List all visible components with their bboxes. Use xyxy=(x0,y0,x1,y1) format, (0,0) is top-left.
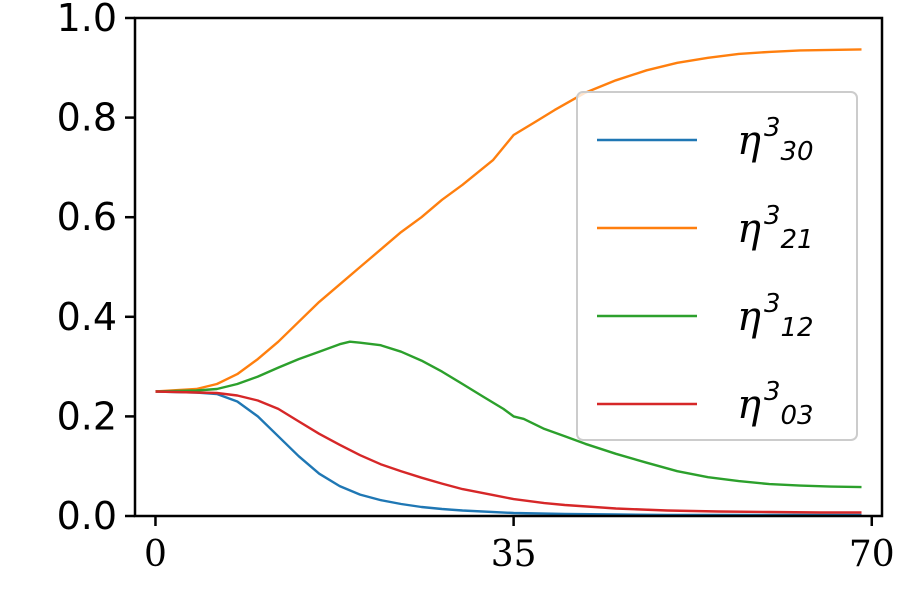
legend-entry-03: η 303 xyxy=(597,377,814,431)
legend: η 330 η 321 η 312 η 303 xyxy=(576,91,858,441)
legend-label: η 321 xyxy=(737,201,814,255)
legend-entry-21: η 321 xyxy=(597,201,814,255)
y-tick-label: 1.0 xyxy=(57,0,117,40)
series-line-12 xyxy=(155,340,862,489)
legend-box xyxy=(576,91,858,441)
series-line-03 xyxy=(155,390,862,514)
y-tick-label: 0.8 xyxy=(57,96,117,140)
legend-entry-12: η 312 xyxy=(597,289,814,343)
y-tick-label: 0.4 xyxy=(57,295,117,339)
x-tick-label: 35 xyxy=(491,534,537,575)
series-line-21 xyxy=(155,48,862,393)
axis-ticks: 0.0 0.2 0.4 0.6 0.8 1.0 0 35 70 xyxy=(57,0,895,575)
x-tick-label: 0 xyxy=(144,534,167,575)
y-tick-label: 0.0 xyxy=(57,494,117,538)
plot-frame xyxy=(133,16,884,518)
y-tick-label: 0.6 xyxy=(57,195,117,239)
legend-entry-30: η 330 xyxy=(597,113,814,167)
legend-label: η 312 xyxy=(737,289,814,343)
y-tick-label: 0.2 xyxy=(57,394,117,438)
legend-label: η 330 xyxy=(737,113,814,167)
x-tick-label: 70 xyxy=(849,534,895,575)
legend-label: η 303 xyxy=(737,377,814,431)
